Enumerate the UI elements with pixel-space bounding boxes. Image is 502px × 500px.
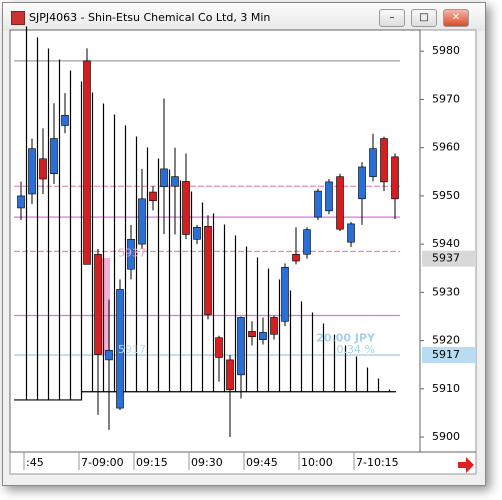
y-tick-label: 5940 [432,237,460,250]
app-icon [11,11,25,25]
candle-body [116,289,124,409]
minimize-button[interactable]: – [379,9,405,27]
candle-body [94,253,102,355]
stop-line [14,26,396,401]
candle-body [380,138,388,183]
candle-body [347,223,355,243]
title-bar: SJPJ4063 - Shin-Etsu Chemical Co Ltd, 3 … [3,3,485,31]
candle-body [39,158,47,180]
candle-body [28,148,36,195]
y-tick-label: 5960 [432,141,460,154]
price-marker [422,347,476,364]
price-marker-label: 5917 [432,348,460,361]
candle-body [303,229,311,255]
candle-body [281,266,289,322]
candle-body [226,359,234,391]
candle-body [314,190,322,218]
window-title: SJPJ4063 - Shin-Etsu Chemical Co Ltd, 3 … [29,11,271,24]
candle-body [138,198,146,245]
candle-body [325,181,333,212]
candle-body [204,225,212,315]
chart-price-note: 5917 [118,343,146,356]
candle-body [336,176,344,230]
x-tick-label: 10:00 [301,456,333,469]
candle-body [149,191,157,202]
candle-body [171,176,179,187]
y-tick-label: 5970 [432,92,460,105]
measure-amount: 20.00 JPY [316,332,376,345]
plot-area [9,29,421,453]
candle-body [259,332,267,340]
candle-body [17,195,25,209]
x-tick-label: 09:45 [246,456,278,469]
price-marker [422,250,476,267]
measure-percent: 0.34 % [337,343,375,356]
candle-body [182,181,190,235]
candle-body [50,138,58,175]
candle-body [215,337,223,358]
maximize-button[interactable]: □ [411,9,437,27]
y-tick-label: 5920 [432,334,460,347]
candle-body [358,166,366,200]
candle-body [61,115,69,126]
candle-body [391,156,399,200]
y-tick-label: 5950 [432,189,460,202]
x-tick-label: 09:15 [136,456,168,469]
candle-body [160,168,168,188]
candle-body [105,349,113,361]
candle-body [270,317,278,335]
y-tick-label: 5930 [432,285,460,298]
candle-body [127,239,135,270]
x-tick-label: 09:30 [191,456,223,469]
candle-body [83,60,91,265]
x-tick-label: 7-10:15 [356,456,399,469]
x-tick-label: :45 [26,456,44,469]
candle-body [292,253,300,262]
x-tick-label: 7-09:00 [81,456,124,469]
candle-body [248,331,256,338]
candle-body [193,226,201,240]
chart-price-note: 5937 [118,247,146,260]
y-tick-label: 5900 [432,430,460,443]
candle-body [369,148,377,177]
close-button[interactable]: ✕ [443,9,469,27]
candle-body [237,317,245,376]
scroll-arrow[interactable] [458,457,474,473]
price-marker-label: 5937 [432,252,460,265]
y-tick-label: 5910 [432,382,460,395]
y-tick-label: 5980 [432,44,460,57]
